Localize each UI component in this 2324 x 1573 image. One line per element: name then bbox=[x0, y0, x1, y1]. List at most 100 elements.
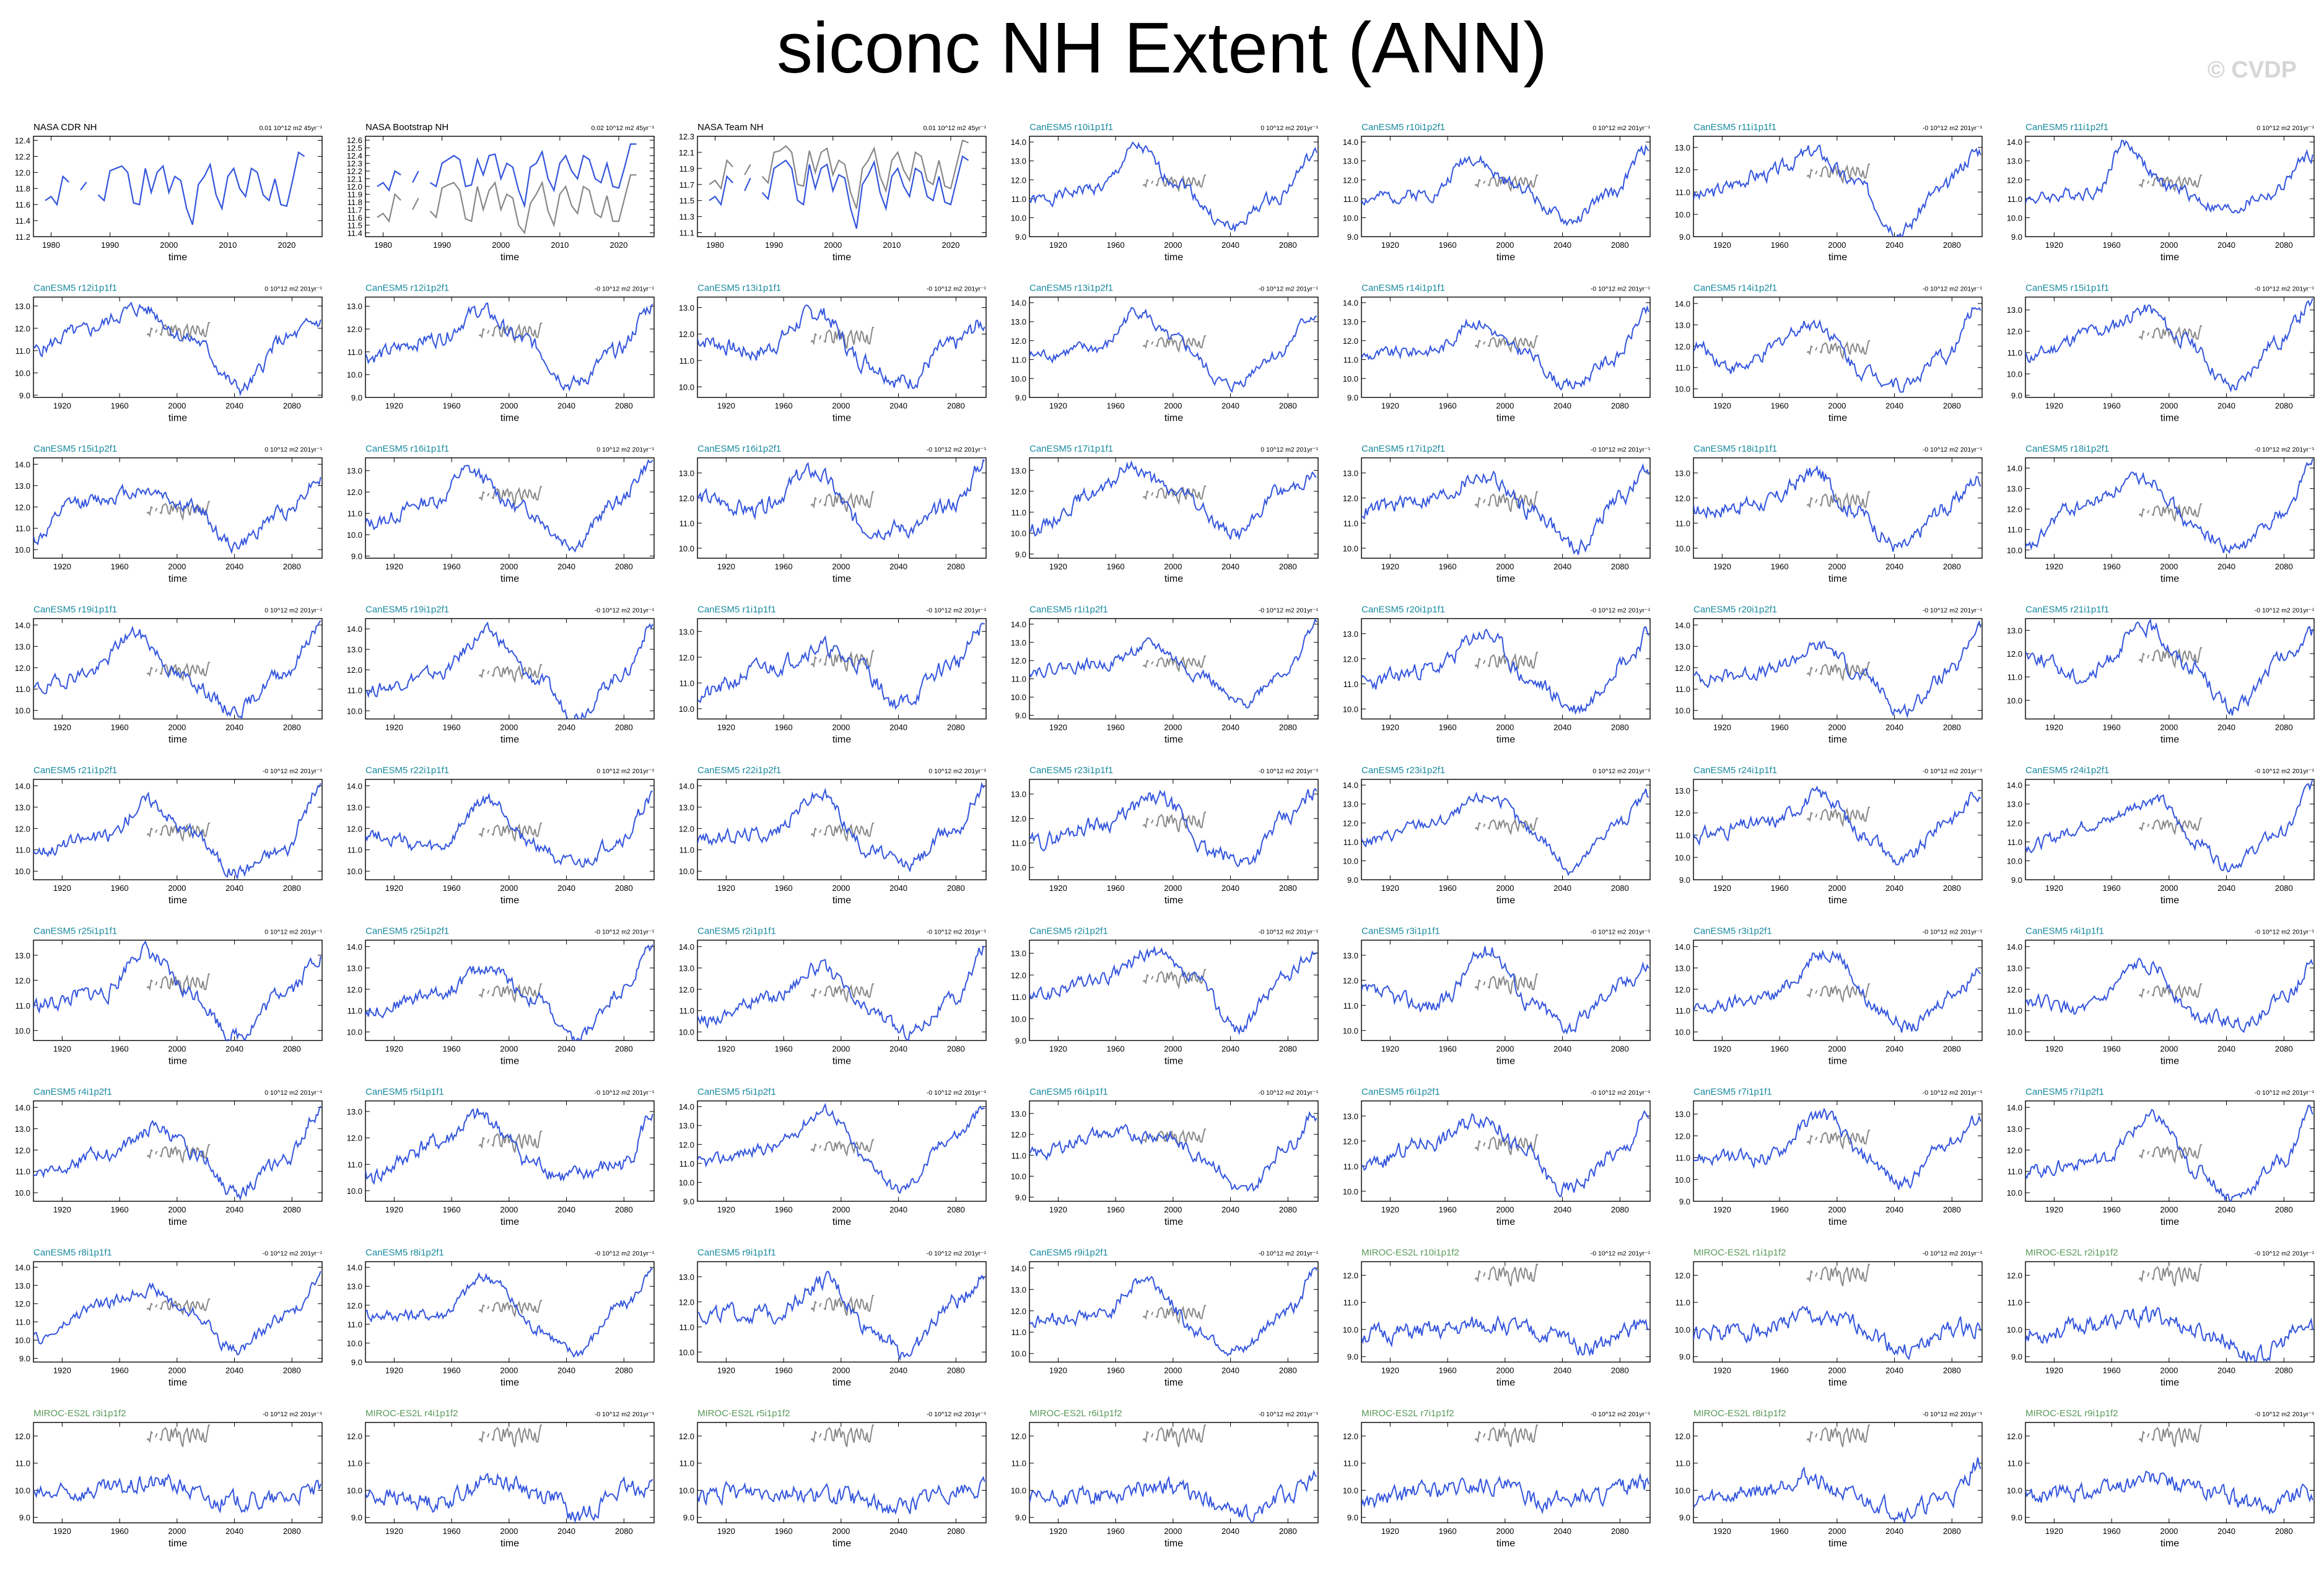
x-axis-label: time bbox=[2160, 1378, 2179, 1388]
y-tick-label: 12.0 bbox=[2007, 505, 2022, 514]
plot-frame bbox=[1361, 618, 1651, 720]
x-tick-label: 2080 bbox=[1611, 883, 1629, 893]
x-tick-label: 1920 bbox=[717, 883, 735, 893]
x-tick-label: 2080 bbox=[2275, 1527, 2293, 1536]
x-tick-label: 2000 bbox=[160, 240, 178, 250]
y-tick-label: 14.0 bbox=[1343, 138, 1358, 147]
x-tick-label: 1920 bbox=[1381, 1366, 1399, 1375]
y-tick-label: 13.0 bbox=[347, 963, 362, 973]
y-tick-label: 12.0 bbox=[1343, 818, 1358, 828]
y-tick-label: 11.8 bbox=[347, 198, 362, 207]
x-tick-label: 2040 bbox=[557, 1366, 575, 1375]
y-tick-label: 9.0 bbox=[351, 1358, 362, 1367]
panel-label: CanESM5 r2i1p1f1 bbox=[697, 926, 776, 937]
x-tick-label: 2000 bbox=[1496, 883, 1514, 893]
series-line bbox=[365, 458, 653, 553]
trend-label: -0 10^12 m2 201yr⁻¹ bbox=[1259, 286, 1319, 293]
x-axis-label: time bbox=[1828, 1378, 1847, 1388]
x-axis-label: time bbox=[1828, 1056, 1847, 1067]
y-tick-label: 10.0 bbox=[1675, 385, 1690, 394]
x-tick-label: 1920 bbox=[1049, 883, 1067, 893]
plot-frame bbox=[33, 779, 323, 880]
trend-label: -0 10^12 m2 201yr⁻¹ bbox=[2255, 286, 2315, 293]
x-tick-label: 1960 bbox=[1771, 562, 1789, 571]
x-axis-label: time bbox=[1828, 1538, 1847, 1549]
x-tick-label: 2080 bbox=[1943, 1205, 1961, 1214]
chart-panel: CanESM5 r15i1p2f1 0 10^12 m2 201yr⁻¹ 10.0 1… bbox=[15, 444, 323, 584]
y-tick-label: 12.0 bbox=[1675, 1131, 1690, 1141]
y-tick-label: 14.0 bbox=[1343, 299, 1358, 308]
trend-label: -0 10^12 m2 201yr⁻¹ bbox=[2255, 446, 2315, 453]
x-tick-label: 2080 bbox=[947, 723, 965, 732]
x-tick-label: 1920 bbox=[717, 1366, 735, 1375]
x-tick-label: 1960 bbox=[111, 401, 129, 411]
x-tick-label: 2000 bbox=[500, 723, 518, 732]
y-tick-label: 13.0 bbox=[1011, 949, 1026, 958]
obs-reference-line bbox=[478, 322, 543, 344]
y-tick-label: 12.0 bbox=[347, 488, 362, 497]
trend-label: -0 10^12 m2 201yr⁻¹ bbox=[1923, 446, 1983, 453]
y-tick-label: 11.0 bbox=[2007, 1167, 2022, 1176]
y-tick-label: 13.0 bbox=[15, 302, 30, 311]
y-tick-label: 11.0 bbox=[1011, 1459, 1026, 1468]
chart-panel: CanESM5 r14i1p2f1 -0 10^12 m2 201yr⁻¹ 10.0… bbox=[1675, 283, 1983, 424]
x-tick-label: 2040 bbox=[1885, 240, 1903, 250]
chart-panel: CanESM5 r18i1p2f1 -0 10^12 m2 201yr⁻¹ 10.0… bbox=[2007, 444, 2315, 584]
y-tick-label: 10.0 bbox=[15, 1486, 30, 1495]
trend-label: -0 10^12 m2 201yr⁻¹ bbox=[2255, 1411, 2315, 1418]
x-axis-label: time bbox=[832, 252, 851, 263]
y-tick-label: 14.0 bbox=[679, 781, 694, 791]
x-tick-label: 1920 bbox=[1381, 723, 1399, 732]
x-axis-label: time bbox=[1828, 895, 1847, 906]
trend-label: -0 10^12 m2 201yr⁻¹ bbox=[2255, 768, 2315, 775]
x-tick-label: 1920 bbox=[53, 1527, 71, 1536]
y-tick-label: 11.0 bbox=[1343, 195, 1358, 204]
obs-reference-line bbox=[1806, 491, 1871, 512]
series-line bbox=[33, 1271, 321, 1356]
x-axis-label: time bbox=[1496, 1378, 1515, 1388]
x-tick-label: 2080 bbox=[1943, 723, 1961, 732]
plot-frame bbox=[1361, 296, 1651, 398]
y-tick-label: 14.0 bbox=[347, 781, 362, 791]
y-tick-label: 9.0 bbox=[351, 1513, 362, 1522]
y-tick-label: 11.0 bbox=[679, 356, 694, 366]
x-tick-label: 2080 bbox=[615, 1527, 633, 1536]
trend-label: 0 10^12 m2 201yr⁻¹ bbox=[264, 929, 322, 936]
x-axis-label: time bbox=[1164, 252, 1183, 263]
y-tick-label: 10.0 bbox=[679, 1486, 694, 1495]
y-tick-label: 9.0 bbox=[1015, 393, 1026, 403]
x-tick-label: 2080 bbox=[1279, 1366, 1297, 1375]
panel-label: NASA Bootstrap NH bbox=[365, 122, 448, 133]
trend-label: -0 10^12 m2 201yr⁻¹ bbox=[927, 1250, 987, 1258]
y-tick-label: 13.0 bbox=[1675, 320, 1690, 330]
y-tick-label: 10.0 bbox=[347, 1186, 362, 1196]
y-tick-label: 14.0 bbox=[679, 1102, 694, 1111]
y-tick-label: 11.0 bbox=[2007, 525, 2022, 535]
x-tick-label: 2000 bbox=[1164, 1045, 1182, 1054]
x-axis-label: time bbox=[1164, 413, 1183, 424]
series-line bbox=[365, 1268, 653, 1359]
y-tick-label: 9.0 bbox=[1347, 393, 1358, 403]
x-tick-label: 2080 bbox=[1611, 401, 1629, 411]
x-tick-label: 2000 bbox=[2160, 1366, 2178, 1375]
y-tick-label: 10.0 bbox=[2007, 370, 2022, 379]
panel-label: CanESM5 r21i1p2f1 bbox=[33, 765, 117, 776]
chart-panel: CanESM5 r8i1p1f1 -0 10^12 m2 201yr⁻¹ 9.0 10… bbox=[15, 1248, 323, 1388]
series-line bbox=[1693, 307, 1981, 393]
obs-reference-line bbox=[1142, 485, 1207, 506]
y-tick-label: 9.0 bbox=[2011, 391, 2022, 400]
y-tick-label: 11.0 bbox=[2007, 1298, 2022, 1307]
x-tick-label: 2000 bbox=[824, 240, 842, 250]
series-line bbox=[33, 620, 321, 719]
x-tick-label: 2000 bbox=[832, 1366, 850, 1375]
series-line bbox=[365, 1108, 653, 1185]
chart-panel: MIROC-ES2L r4i1p1f2 -0 10^12 m2 201yr⁻¹ 9.… bbox=[347, 1408, 655, 1549]
y-tick-label: 9.0 bbox=[1347, 1352, 1358, 1362]
x-tick-label: 1980 bbox=[42, 240, 60, 250]
trend-label: -0 10^12 m2 201yr⁻¹ bbox=[1591, 607, 1651, 615]
trend-label: 0 10^12 m2 201yr⁻¹ bbox=[596, 446, 654, 453]
y-tick-label: 9.0 bbox=[19, 391, 30, 400]
x-tick-label: 2000 bbox=[1496, 240, 1514, 250]
y-tick-label: 13.0 bbox=[679, 803, 694, 812]
chart-panel: CanESM5 r13i1p1f1 -0 10^12 m2 201yr⁻¹ 10.0… bbox=[679, 283, 987, 424]
